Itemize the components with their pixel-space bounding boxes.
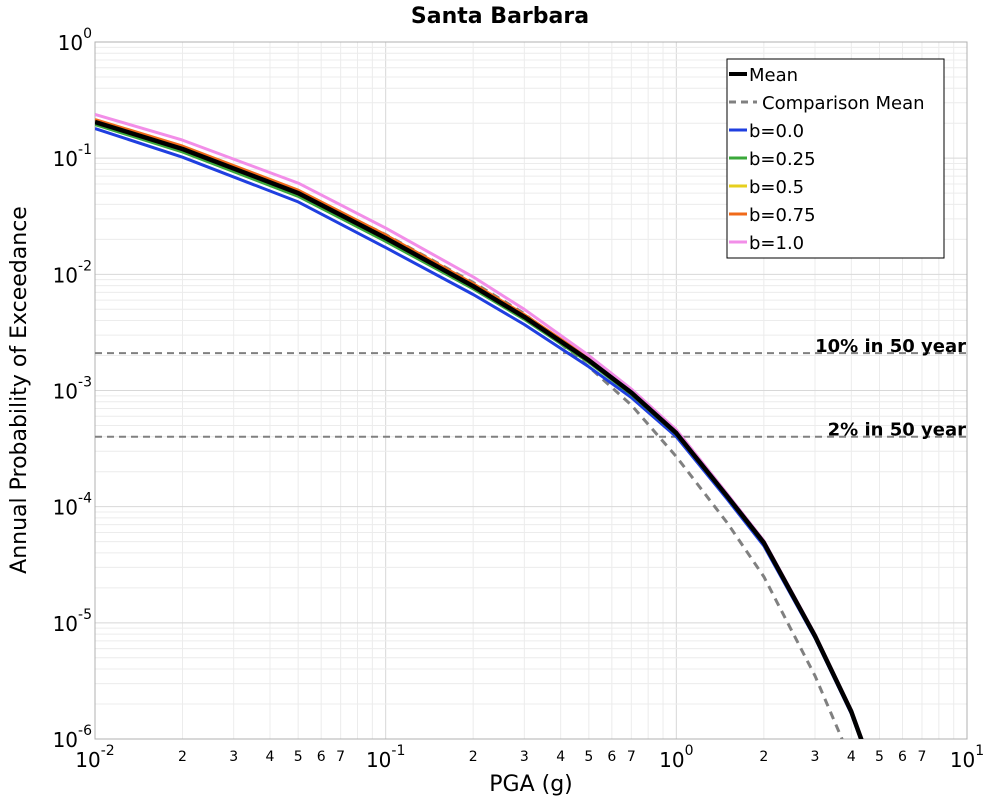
y-tick-label: 10-3 — [53, 375, 92, 404]
x-minor-tick-label: 6 — [607, 749, 616, 765]
reference-lines — [95, 352, 967, 438]
legend: Mean Comparison Mean b=0.0 b=0.25 b=0.5 b=0.7… — [726, 58, 945, 259]
x-minor-tick-label: 2 — [178, 749, 187, 765]
x-minor-tick-label: 6 — [317, 749, 326, 765]
legend-label: b=1.0 — [749, 233, 804, 254]
x-minor-tick-label: 2 — [469, 749, 478, 765]
legend-label: b=0.0 — [749, 121, 804, 142]
legend-label: b=0.5 — [749, 177, 804, 198]
x-minor-tick-label: 5 — [875, 749, 884, 765]
x-tick-label: 10-1 — [366, 743, 405, 772]
x-minor-tick-label: 4 — [556, 749, 565, 765]
x-minor-tick-label: 3 — [811, 749, 820, 765]
legend-label: b=0.25 — [749, 149, 816, 170]
reference-line-label: 2% in 50 year — [828, 420, 966, 441]
legend-label: Mean — [749, 65, 798, 86]
x-minor-tick-label: 5 — [584, 749, 593, 765]
x-minor-tick-label: 3 — [229, 749, 238, 765]
reference-labels: 10% in 50 year 2% in 50 year — [815, 336, 966, 441]
x-minor-tick-label: 4 — [847, 749, 856, 765]
x-minor-tick-label: 7 — [918, 749, 927, 765]
series-lines — [95, 112, 864, 739]
y-tick-label: 100 — [58, 26, 92, 55]
legend-box — [726, 58, 945, 259]
legend-label: Comparison Mean — [762, 93, 925, 114]
x-minor-tick-label: 6 — [898, 749, 907, 765]
y-tick-label: 10-6 — [53, 723, 93, 752]
legend-label: b=0.75 — [749, 205, 816, 226]
y-axis-label: Annual Probability of Exceedance — [7, 206, 32, 574]
y-tick-label: 10-1 — [53, 142, 92, 171]
y-tick-label: 10-5 — [53, 607, 92, 636]
legend-items: Mean Comparison Mean b=0.0 b=0.25 b=0.5 b=0.7… — [729, 65, 925, 254]
x-minor-tick-label: 7 — [336, 749, 345, 765]
y-tick-label: 10-4 — [53, 491, 93, 520]
series-line-mean — [95, 119, 864, 739]
reference-line-label: 10% in 50 year — [815, 336, 966, 357]
x-minor-tick-label: 2 — [759, 749, 768, 765]
x-tick-label: 101 — [950, 743, 984, 772]
grid-lines — [95, 42, 967, 739]
plot-frame — [94, 41, 968, 740]
x-minor-tick-label: 3 — [520, 749, 529, 765]
x-minor-tick-label: 5 — [294, 749, 303, 765]
chart-title: Santa Barbara — [411, 4, 589, 29]
y-tick-label: 10-2 — [53, 258, 92, 287]
x-tick-label: 10-2 — [75, 743, 114, 772]
x-axis-label: PGA (g) — [489, 772, 573, 797]
x-tick-label: 100 — [659, 743, 693, 772]
x-minor-tick-label: 4 — [266, 749, 275, 765]
x-minor-tick-label: 7 — [627, 749, 636, 765]
